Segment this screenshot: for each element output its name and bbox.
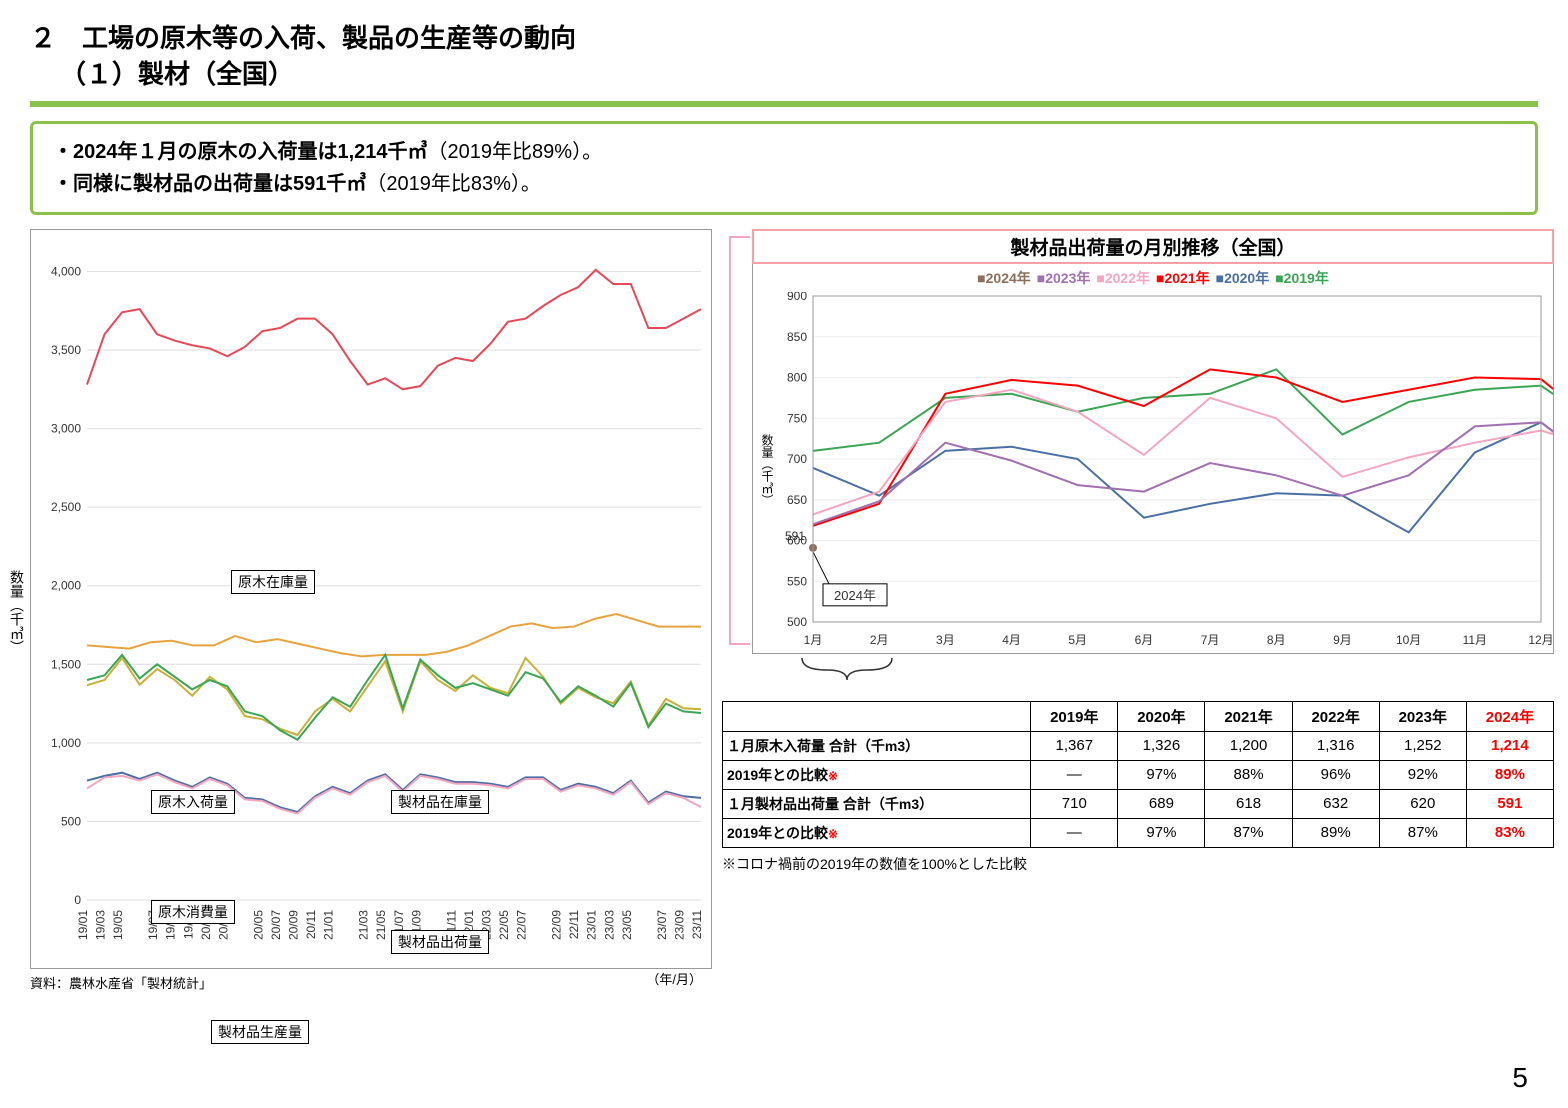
table-note: ※コロナ禍前の2019年の数値を100%とした比較 bbox=[722, 854, 1554, 874]
svg-text:850: 850 bbox=[787, 330, 807, 344]
svg-text:9月: 9月 bbox=[1333, 633, 1352, 647]
annotation-genboku_zaiko: 原木在庫量 bbox=[231, 570, 315, 594]
left-xnote: （年/月） bbox=[646, 969, 702, 992]
annotation-genboku_shohi: 原木消費量 bbox=[151, 900, 235, 924]
left-chart: 数量（千㎥） 05001,0001,5002,0002,5003,0003,50… bbox=[30, 229, 712, 969]
svg-text:23/07: 23/07 bbox=[655, 909, 669, 939]
svg-text:3月: 3月 bbox=[936, 633, 955, 647]
svg-text:23/09: 23/09 bbox=[672, 909, 686, 939]
svg-text:591: 591 bbox=[785, 529, 805, 543]
svg-text:550: 550 bbox=[787, 574, 807, 588]
summary-box: ・2024年１月の原木の入荷量は1,214千㎥（2019年比89%）。 ・同様に… bbox=[30, 121, 1538, 215]
page-number: 5 bbox=[1512, 1062, 1528, 1094]
svg-text:20/09: 20/09 bbox=[287, 909, 301, 939]
svg-text:2月: 2月 bbox=[870, 633, 889, 647]
green-divider bbox=[30, 101, 1538, 107]
svg-text:22/11: 22/11 bbox=[567, 909, 581, 938]
svg-text:1,500: 1,500 bbox=[51, 657, 81, 671]
svg-text:21/03: 21/03 bbox=[357, 909, 371, 939]
brace-icon bbox=[792, 654, 902, 682]
connector-bracket bbox=[722, 229, 752, 649]
svg-text:500: 500 bbox=[787, 615, 807, 629]
svg-text:23/03: 23/03 bbox=[602, 909, 616, 939]
svg-text:23/05: 23/05 bbox=[620, 909, 634, 939]
svg-text:21/01: 21/01 bbox=[322, 909, 336, 939]
annotation-seizaihin_zaiko: 製材品在庫量 bbox=[391, 790, 489, 814]
svg-text:10月: 10月 bbox=[1396, 633, 1421, 647]
data-table: 2019年2020年2021年2022年2023年2024年１月原木入荷量 合計… bbox=[722, 701, 1554, 848]
svg-text:22/05: 22/05 bbox=[497, 909, 511, 939]
svg-text:4月: 4月 bbox=[1002, 633, 1021, 647]
svg-text:2,000: 2,000 bbox=[51, 578, 81, 592]
svg-text:2024年: 2024年 bbox=[834, 588, 876, 603]
svg-text:23/01: 23/01 bbox=[585, 909, 599, 939]
svg-text:20/07: 20/07 bbox=[269, 909, 283, 939]
annotation-genboku_nyuka: 原木入荷量 bbox=[151, 790, 235, 814]
right-legend: ■2024年■2023年■2022年■2021年■2020年■2019年 bbox=[753, 264, 1553, 292]
annotation-seizaihin_shukka: 製材品出荷量 bbox=[391, 930, 489, 954]
svg-text:8月: 8月 bbox=[1267, 633, 1286, 647]
svg-text:21/05: 21/05 bbox=[374, 909, 388, 939]
left-chart-svg: 0 500 1,000 1,500 2,000 2,500 3,000 3,500 4,000 1… bbox=[31, 230, 711, 970]
section-title: ２ 工場の原木等の入荷、製品の生産等の動向 （１）製材（全国） bbox=[30, 20, 1538, 93]
svg-text:12月: 12月 bbox=[1528, 633, 1553, 647]
svg-text:650: 650 bbox=[787, 493, 807, 507]
svg-text:800: 800 bbox=[787, 370, 807, 384]
svg-text:2,500: 2,500 bbox=[51, 500, 81, 514]
svg-text:4,000: 4,000 bbox=[51, 264, 81, 278]
svg-text:0: 0 bbox=[74, 893, 81, 907]
svg-text:5月: 5月 bbox=[1068, 633, 1087, 647]
svg-text:19/03: 19/03 bbox=[94, 909, 108, 939]
right-chart-title: 製材品出荷量の月別推移（全国） bbox=[752, 229, 1554, 264]
svg-text:3,000: 3,000 bbox=[51, 421, 81, 435]
svg-text:7月: 7月 bbox=[1201, 633, 1220, 647]
svg-text:22/09: 22/09 bbox=[550, 909, 564, 939]
annotation-seizaihin_seisan: 製材品生産量 bbox=[211, 1020, 309, 1044]
svg-text:20/11: 20/11 bbox=[304, 909, 318, 938]
left-source: 資料：農林水産省「製材統計」 bbox=[30, 973, 212, 992]
svg-text:20/05: 20/05 bbox=[251, 909, 265, 939]
svg-text:900: 900 bbox=[787, 292, 807, 303]
right-chart: ■2024年■2023年■2022年■2021年■2020年■2019年 数量（… bbox=[752, 264, 1554, 654]
svg-text:22/07: 22/07 bbox=[515, 909, 529, 939]
svg-text:11月: 11月 bbox=[1463, 633, 1487, 647]
svg-text:1月: 1月 bbox=[804, 633, 823, 647]
svg-text:750: 750 bbox=[787, 411, 807, 425]
svg-text:3,500: 3,500 bbox=[51, 343, 81, 357]
svg-text:500: 500 bbox=[61, 814, 81, 828]
svg-text:23/11: 23/11 bbox=[690, 909, 704, 938]
svg-text:700: 700 bbox=[787, 452, 807, 466]
right-chart-svg: 5005506006507007508008509001月2月3月4月5月6月7… bbox=[753, 292, 1553, 652]
svg-text:1,000: 1,000 bbox=[51, 736, 81, 750]
svg-text:6月: 6月 bbox=[1135, 633, 1154, 647]
svg-text:19/01: 19/01 bbox=[76, 909, 90, 939]
svg-text:19/05: 19/05 bbox=[111, 909, 125, 939]
